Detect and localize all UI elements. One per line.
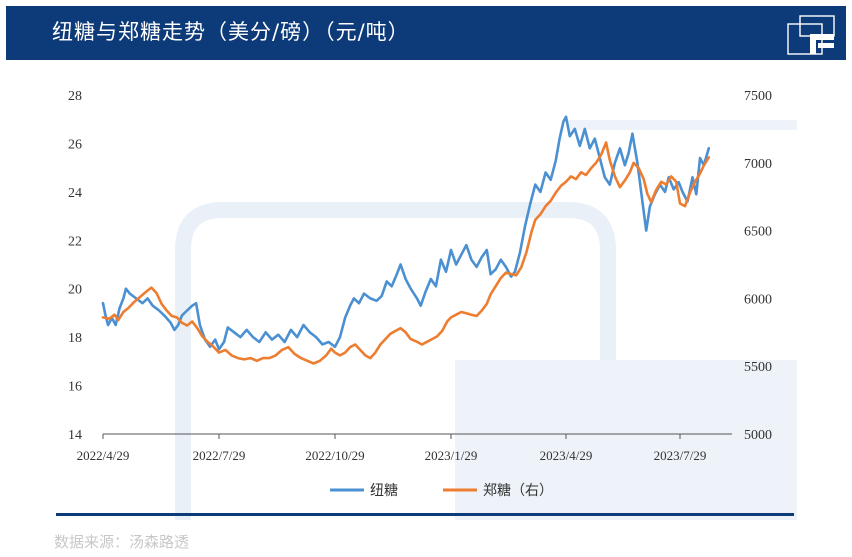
y-right-tick-label: 6500 — [744, 225, 772, 240]
y-right-tick-label: 5500 — [744, 360, 772, 375]
y-right-tick-label: 5000 — [744, 428, 772, 443]
y-left-tick-label: 16 — [68, 380, 82, 395]
y-left-tick-label: 26 — [68, 137, 82, 152]
series-line-ice-sugar — [101, 115, 711, 351]
chart-area: 2022/4/29 2022/7/29 2022/10/29 2023/1/29 202… — [0, 60, 852, 520]
y-right-tick-label: 7000 — [744, 157, 772, 172]
x-tick-label: 2022/7/29 — [193, 448, 246, 463]
company-logo-icon — [787, 15, 835, 55]
data-source-note: 数据来源：汤森路透 — [54, 533, 190, 551]
chart-title: 纽糖与郑糖走势（美分/磅）（元/吨） — [52, 20, 410, 44]
x-tick-label: 2023/1/29 — [425, 448, 478, 463]
y-right-tick-label: 7500 — [744, 89, 772, 104]
x-tick-label: 2023/4/29 — [540, 448, 593, 463]
y-left-tick-label: 14 — [68, 428, 82, 443]
x-tick-label: 2022/4/29 — [77, 448, 130, 463]
y-right-tick-label: 6000 — [744, 292, 772, 307]
x-tick-label: 2022/10/29 — [305, 448, 364, 463]
x-tick-label: 2023/7/29 — [654, 448, 707, 463]
y-left-tick-label: 28 — [68, 89, 82, 104]
background-watermark-blocks — [455, 120, 797, 520]
y-left-tick-label: 22 — [68, 234, 82, 249]
sugar-price-chart: 2022/4/29 2022/7/29 2022/10/29 2023/1/29 202… — [68, 89, 797, 520]
bottom-rule — [56, 513, 794, 516]
y-left-tick-label: 20 — [68, 283, 82, 298]
title-banner: 纽糖与郑糖走势（美分/磅）（元/吨） — [6, 6, 846, 60]
legend-label: 郑糖（右） — [483, 483, 553, 499]
background-watermark — [175, 202, 616, 520]
y-left-tick-label: 24 — [68, 186, 82, 201]
y-left-tick-label: 18 — [68, 331, 82, 346]
series-line-zce-sugar — [101, 141, 711, 365]
legend-label: 纽糖 — [370, 483, 398, 499]
